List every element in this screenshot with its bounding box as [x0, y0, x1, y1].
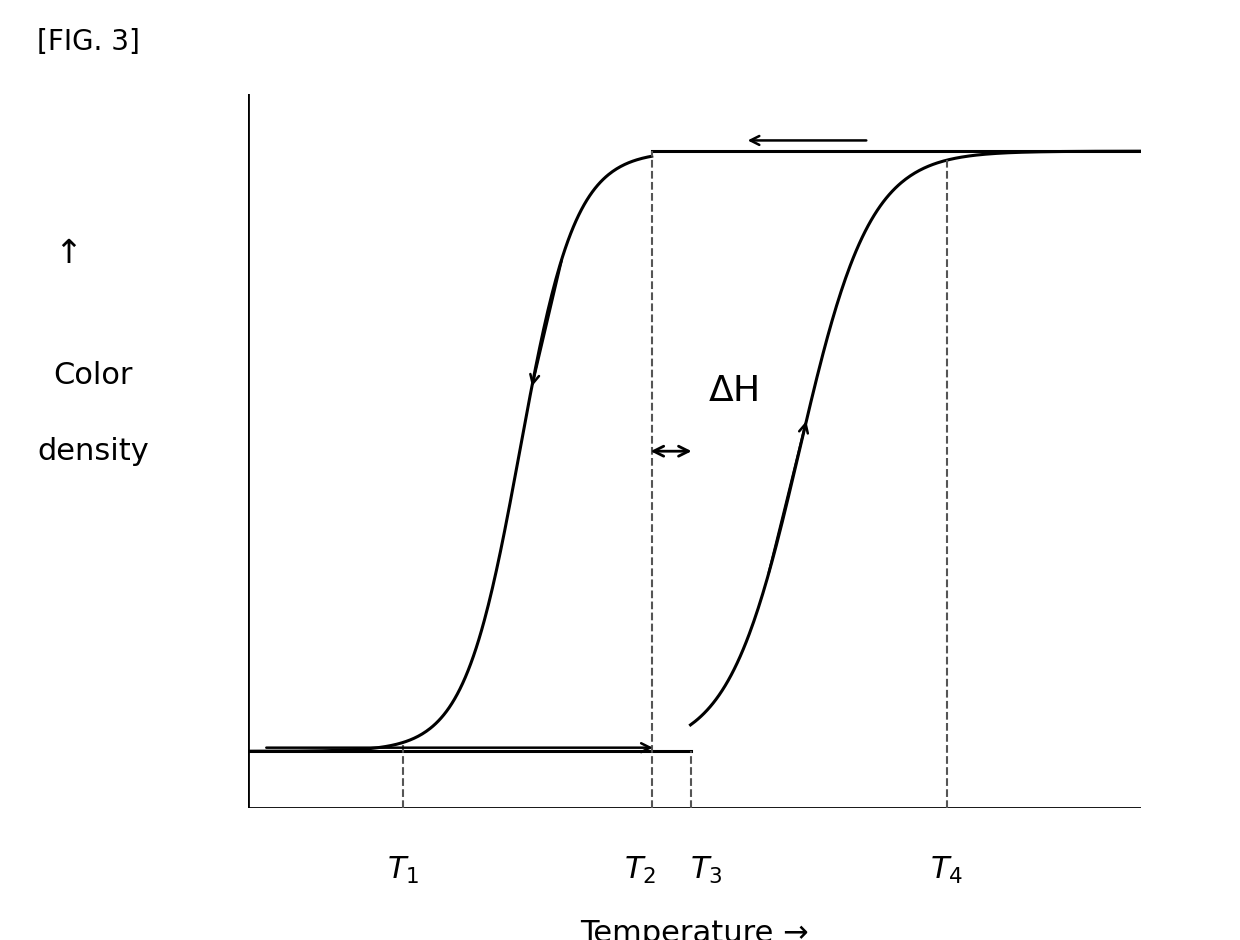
- Text: $T_1$: $T_1$: [387, 854, 419, 885]
- Text: $T_4$: $T_4$: [930, 854, 963, 885]
- Text: density: density: [37, 437, 149, 465]
- Text: Color: Color: [53, 362, 133, 390]
- Text: ↑: ↑: [55, 237, 82, 271]
- Text: $T_2$: $T_2$: [624, 854, 656, 885]
- Text: $T_3$: $T_3$: [689, 854, 723, 885]
- Text: [FIG. 3]: [FIG. 3]: [37, 28, 140, 56]
- Text: $\Delta$H: $\Delta$H: [708, 374, 759, 408]
- Text: Temperature →: Temperature →: [580, 919, 808, 940]
